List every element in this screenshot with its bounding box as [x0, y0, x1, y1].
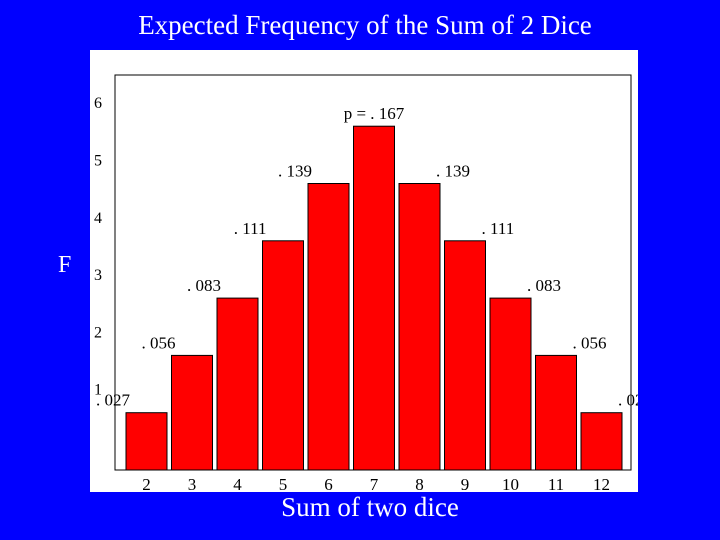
- y-axis-label: F: [58, 252, 72, 278]
- x-tick-label: 4: [233, 475, 242, 492]
- x-tick-label: 6: [324, 475, 333, 492]
- bar-sum-12: [580, 412, 623, 471]
- bar-sum-2: [125, 412, 168, 471]
- bar-value-label: . 139: [436, 162, 470, 181]
- bar-value-label: . 027: [96, 391, 131, 410]
- x-tick-label: 10: [502, 475, 519, 492]
- bar-sum-5: [262, 240, 304, 471]
- bar-value-label: . 139: [278, 162, 312, 181]
- x-tick-label: 12: [593, 475, 610, 492]
- x-tick-label: 3: [188, 475, 197, 492]
- bar-sum-7: [353, 125, 395, 471]
- bar-sum-9: [444, 240, 486, 471]
- bar-sum-6: [307, 183, 350, 471]
- x-tick-label: 2: [142, 475, 151, 492]
- bar-value-label: . 083: [187, 276, 221, 295]
- chart-title: Expected Frequency of the Sum of 2 Dice: [138, 10, 592, 40]
- y-tick-label: 3: [94, 267, 102, 284]
- x-tick-label: 8: [415, 475, 424, 492]
- x-tick-label: 7: [370, 475, 379, 492]
- y-tick-label: 2: [94, 324, 102, 341]
- y-tick-label: 1: [94, 382, 102, 399]
- bar-sum-4: [216, 297, 259, 471]
- bar-value-label: . 027: [618, 391, 638, 410]
- bar-sum-11: [535, 354, 577, 471]
- bar-sum-10: [489, 297, 532, 471]
- x-axis-label: Sum of two dice: [281, 492, 459, 522]
- bar-value-label: p = . 167: [344, 104, 405, 123]
- plot-panel: . 027 . 056 . 083 . 111 . 139 p = . 167 . 139.…: [90, 50, 638, 492]
- x-tick-label: 9: [461, 475, 470, 492]
- y-tick-label: 5: [94, 153, 102, 170]
- bar-sum-8: [398, 183, 441, 471]
- bar-value-label: . 056: [142, 333, 176, 352]
- bar-value-label: . 083: [527, 276, 561, 295]
- y-tick-label: 6: [94, 95, 102, 112]
- y-tick-label: 4: [94, 210, 102, 227]
- bar-value-label: . 111: [234, 219, 267, 238]
- x-tick-label: 5: [279, 475, 288, 492]
- bar-sum-3: [171, 354, 213, 471]
- bar-value-label: . 056: [573, 333, 607, 352]
- x-tick-label: 11: [548, 475, 564, 492]
- bar-chart: . 027 . 056 . 083 . 111 . 139 p = . 167 . 139.…: [94, 74, 638, 492]
- bar-value-label: . 111: [482, 219, 515, 238]
